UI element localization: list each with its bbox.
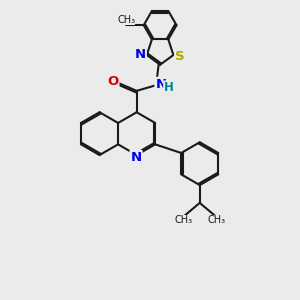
Text: N: N: [135, 48, 146, 61]
Text: N: N: [130, 151, 142, 164]
Text: H: H: [164, 81, 174, 94]
Text: CH₃: CH₃: [207, 215, 225, 225]
Text: CH₃: CH₃: [174, 215, 193, 225]
Text: O: O: [107, 74, 118, 88]
Text: CH₃: CH₃: [117, 15, 135, 25]
Text: S: S: [175, 50, 185, 63]
Text: N: N: [155, 78, 167, 91]
